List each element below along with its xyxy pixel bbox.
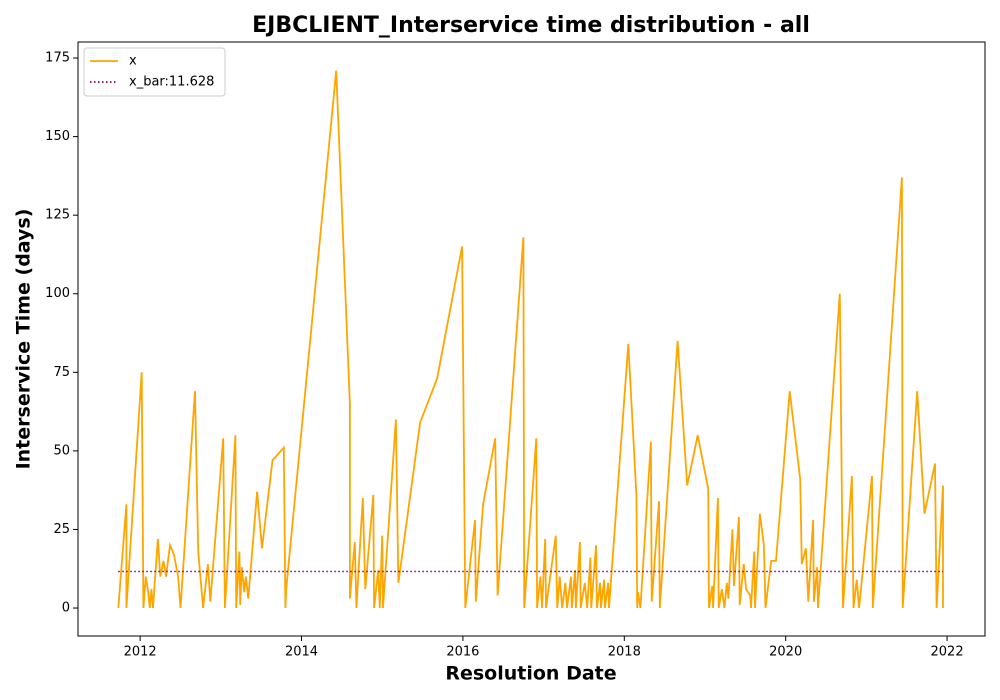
plot-frame bbox=[77, 41, 986, 637]
x-tick-label: 2018 bbox=[608, 645, 641, 660]
y-tick-label: 0 bbox=[62, 601, 70, 616]
y-tick-label: 100 bbox=[45, 286, 70, 301]
y-tick-label: 75 bbox=[53, 365, 70, 380]
y-tick-label: 50 bbox=[53, 443, 70, 458]
legend-label: x bbox=[129, 54, 137, 69]
x-tick-label: 2016 bbox=[446, 645, 479, 660]
y-axis-label: Interservice Time (days) bbox=[13, 209, 35, 470]
chart-title: EJBCLIENT_Interservice time distribution… bbox=[252, 13, 810, 38]
x-tick-label: 2012 bbox=[124, 645, 157, 660]
x-tick-label: 2022 bbox=[931, 645, 964, 660]
y-tick-label: 175 bbox=[45, 51, 70, 66]
x-tick-label: 2014 bbox=[285, 645, 318, 660]
x-axis-label: Resolution Date bbox=[445, 663, 616, 685]
x-tick-label: 2020 bbox=[769, 645, 802, 660]
y-tick-label: 25 bbox=[53, 522, 70, 537]
legend-box bbox=[83, 47, 226, 97]
legend-label: x_bar:11.628 bbox=[129, 75, 214, 90]
line-series bbox=[117, 70, 944, 609]
y-tick-label: 150 bbox=[45, 129, 70, 144]
y-tick-label: 125 bbox=[45, 208, 70, 223]
